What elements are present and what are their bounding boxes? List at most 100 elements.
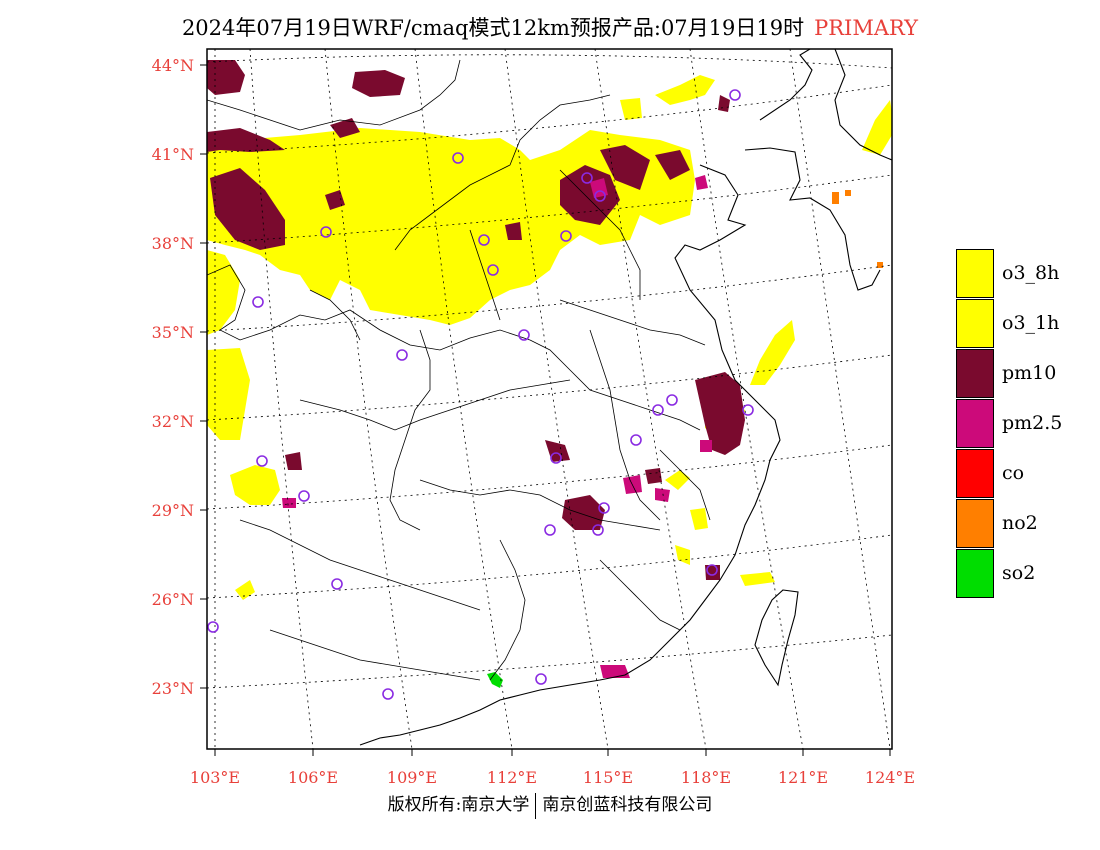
pm25-coast — [695, 175, 708, 190]
legend-label: o3_8h — [1002, 262, 1060, 284]
station — [518, 329, 530, 341]
station — [581, 172, 593, 184]
legend-label: so2 — [1002, 562, 1036, 584]
lon-label-112e: 112°E — [486, 768, 538, 787]
pm10-ordos — [210, 168, 285, 250]
monitoring-stations — [207, 89, 754, 700]
o3-spot-3 — [740, 572, 775, 586]
no2-spot-3 — [877, 262, 883, 268]
lon-label-106e: 106°E — [287, 768, 339, 787]
lon-label-115e: 115°E — [582, 768, 634, 787]
station — [592, 524, 604, 536]
lat-label-44n: 44°N — [151, 56, 194, 75]
legend-swatch — [956, 249, 994, 298]
station — [478, 234, 490, 246]
title-main: 2024年07月19日WRF/cmaq模式12km预报产品:07月19日19时 — [181, 16, 805, 40]
lon-label-118e: 118°E — [680, 768, 732, 787]
station — [487, 264, 499, 276]
map-title: 2024年07月19日WRF/cmaq模式12km预报产品:07月19日19时 P… — [0, 12, 1100, 42]
legend-swatch — [956, 399, 994, 448]
lon-label-124e: 124°E — [864, 768, 916, 787]
lat-label-41n: 41°N — [151, 145, 194, 164]
station — [598, 502, 610, 514]
footer-separator — [535, 792, 537, 819]
station — [320, 226, 332, 238]
lat-label-26n: 26°N — [151, 590, 194, 609]
station — [706, 564, 718, 576]
coastline — [359, 49, 881, 746]
pm10-spot-1 — [325, 190, 345, 210]
axis-ticks — [200, 64, 891, 756]
o3-spot-4 — [235, 580, 255, 600]
o3-spot-2 — [690, 508, 708, 530]
copyright-footer: 版权所有:南京大学 南京创蓝科技有限公司 — [0, 790, 1100, 819]
legend-label: co — [1002, 462, 1025, 484]
lat-label-32n: 32°N — [151, 412, 194, 431]
o3-shandong-coast — [750, 320, 795, 385]
pm10-north-1 — [330, 118, 360, 138]
station — [331, 578, 343, 590]
station — [742, 404, 754, 416]
station — [560, 230, 572, 242]
station — [252, 296, 264, 308]
pm10-hunan — [562, 495, 605, 530]
legend-label: o3_1h — [1002, 312, 1060, 334]
lat-label-35n: 35°N — [151, 323, 194, 342]
station — [544, 524, 556, 536]
pm10-belt — [207, 128, 285, 152]
so2-regions — [487, 672, 503, 688]
o3-sichuan — [207, 348, 250, 440]
station — [298, 490, 310, 502]
pm10-beijing — [560, 165, 620, 225]
station — [550, 452, 562, 464]
station — [396, 349, 408, 361]
pm10-northwest-1 — [207, 60, 245, 95]
lon-label-109e: 109°E — [386, 768, 438, 787]
legend-label: pm10 — [1002, 362, 1057, 384]
legend-label: no2 — [1002, 512, 1038, 534]
o3-spot-1 — [665, 470, 690, 490]
so2-spot-1 — [487, 672, 503, 688]
copyright-right: 南京创蓝科技有限公司 — [542, 795, 713, 815]
lon-label-121e: 121°E — [777, 768, 829, 787]
legend-swatch — [956, 449, 994, 498]
station — [535, 673, 547, 685]
legend-swatch — [956, 549, 994, 598]
station — [666, 394, 678, 406]
title-type: PRIMARY — [814, 16, 919, 40]
lat-label-23n: 23°N — [151, 679, 194, 698]
station — [729, 89, 741, 101]
o3-spot-6 — [620, 98, 642, 120]
legend-swatch — [956, 299, 994, 348]
pm10-hebei — [600, 145, 650, 190]
pm25-spot-5 — [700, 440, 712, 452]
no2-spot-2 — [845, 190, 851, 196]
copyright-left: 版权所有:南京大学 — [387, 795, 530, 815]
no2-regions — [832, 190, 883, 268]
lat-label-29n: 29°N — [151, 501, 194, 520]
station — [382, 688, 394, 700]
station — [594, 190, 606, 202]
station — [652, 404, 664, 416]
pm10-jiangsu — [695, 372, 745, 455]
o3-sichuan-2 — [230, 465, 280, 505]
legend-swatch — [956, 349, 994, 398]
map-frame — [206, 48, 893, 750]
pm25-regions — [282, 175, 712, 678]
lon-label-103e: 103°E — [189, 768, 241, 787]
pm25-spot-4 — [282, 498, 296, 508]
pm25-spot-3 — [655, 488, 670, 502]
pm25-spot-1 — [600, 665, 630, 678]
station — [256, 455, 268, 467]
pm10-tianjin — [655, 150, 690, 180]
legend-label: pm2.5 — [1002, 412, 1063, 434]
pm10-spot-4 — [645, 468, 662, 484]
legend-swatch — [956, 499, 994, 548]
no2-spot-1 — [832, 192, 839, 204]
station — [207, 621, 219, 633]
station — [452, 152, 464, 164]
korea-outline — [834, 49, 892, 161]
pm10-northwest-2 — [352, 70, 405, 97]
o3-northeast-2 — [862, 100, 892, 155]
